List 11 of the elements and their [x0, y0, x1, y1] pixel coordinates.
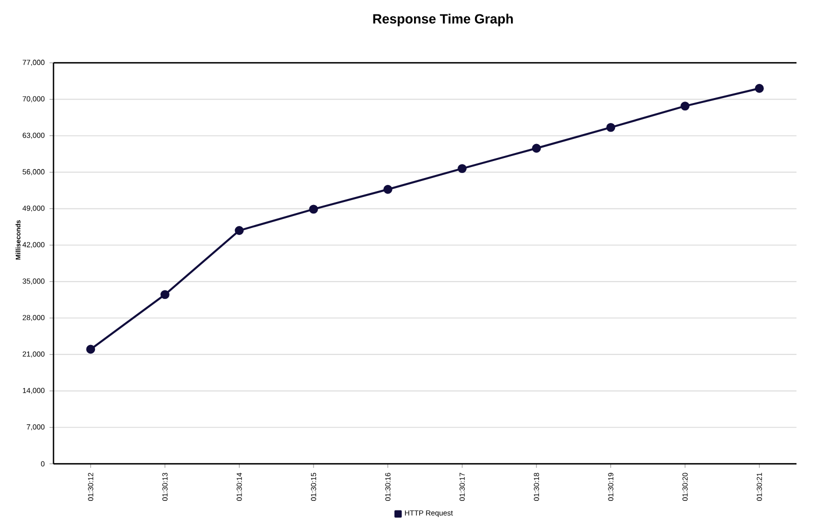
point: [86, 344, 96, 354]
point: [458, 164, 467, 174]
point: [606, 123, 616, 132]
point: [309, 204, 318, 214]
point: [532, 144, 541, 153]
point: [680, 102, 690, 111]
chart-title: Response Time Graph: [373, 14, 513, 26]
point: [754, 84, 764, 93]
point: [160, 290, 170, 300]
point: [234, 226, 244, 236]
point: [383, 185, 392, 194]
